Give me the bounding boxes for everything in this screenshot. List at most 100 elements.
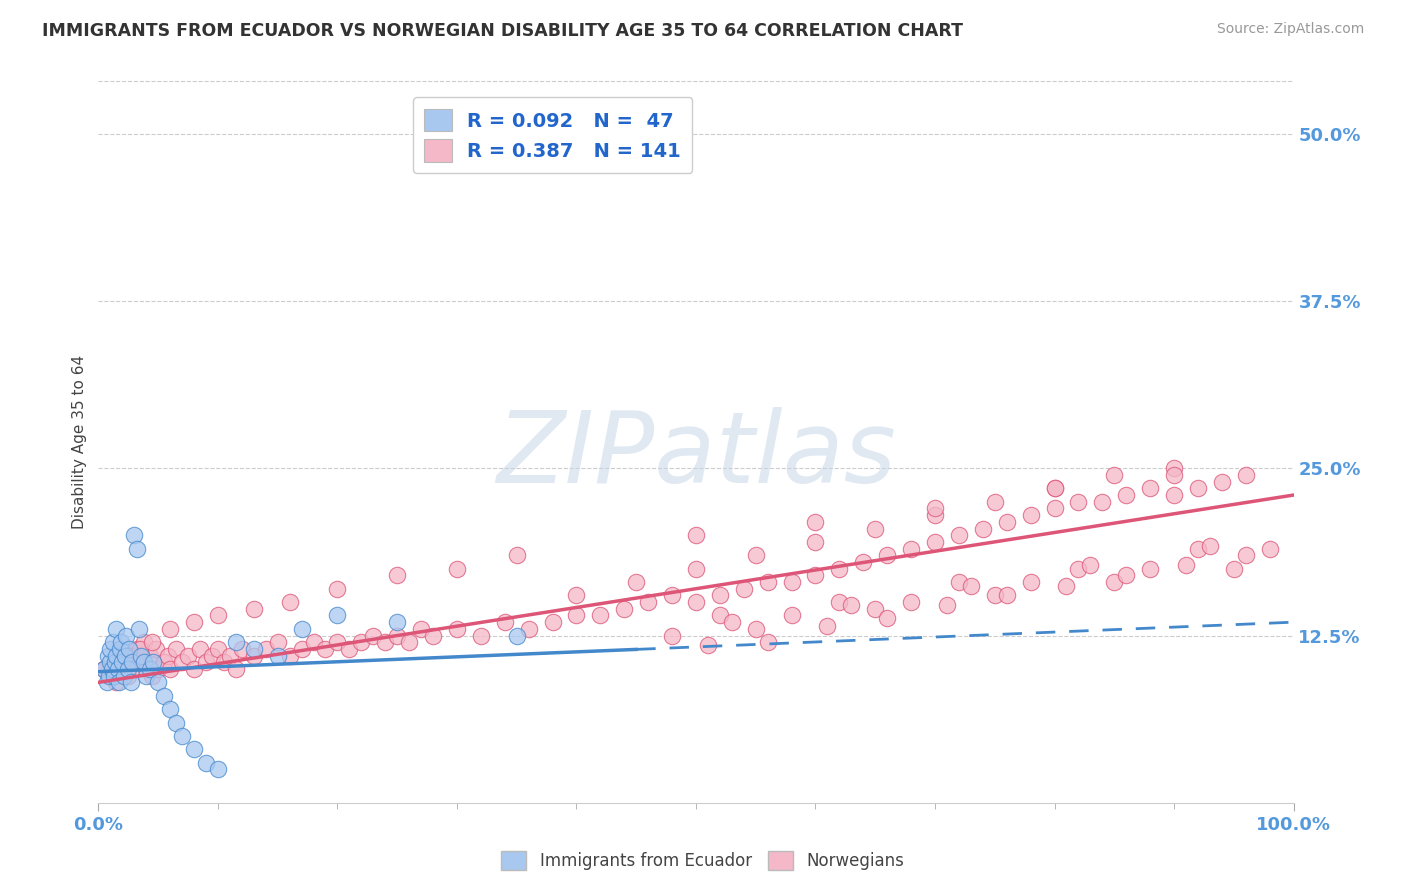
Text: Source: ZipAtlas.com: Source: ZipAtlas.com [1216, 22, 1364, 37]
Point [243, 602, 266, 616]
Text: ZIPatlas: ZIPatlas [496, 408, 896, 505]
Point [733, 582, 755, 596]
Point [326, 582, 349, 596]
Point [120, 675, 142, 690]
Point [100, 662, 122, 676]
Point [278, 648, 301, 663]
Point [139, 662, 162, 676]
Point [815, 619, 838, 633]
Point [398, 635, 420, 649]
Point [565, 608, 588, 623]
Point [924, 534, 946, 549]
Point [97, 648, 120, 663]
Point [745, 548, 768, 563]
Point [117, 648, 139, 663]
Point [972, 521, 994, 535]
Point [948, 575, 970, 590]
Point [446, 562, 468, 576]
Point [924, 508, 946, 523]
Point [104, 655, 127, 669]
Point [900, 541, 922, 556]
Point [1163, 467, 1185, 482]
Point [876, 611, 898, 625]
Point [411, 622, 433, 636]
Point [1211, 475, 1233, 489]
Point [125, 541, 148, 556]
Point [188, 642, 211, 657]
Point [1187, 541, 1209, 556]
Point [291, 622, 314, 636]
Point [183, 742, 205, 756]
Point [1104, 575, 1126, 590]
Point [1199, 539, 1222, 553]
Point [1056, 579, 1078, 593]
Point [589, 608, 612, 623]
Point [948, 528, 970, 542]
Point [841, 598, 863, 612]
Point [132, 655, 155, 669]
Point [302, 635, 325, 649]
Point [195, 655, 218, 669]
Point [278, 595, 301, 609]
Point [291, 642, 314, 657]
Point [804, 515, 827, 529]
Point [852, 555, 875, 569]
Point [1175, 558, 1198, 572]
Point [114, 648, 136, 663]
Point [129, 655, 152, 669]
Point [93, 662, 115, 676]
Point [103, 669, 125, 683]
Point [172, 655, 194, 669]
Point [1104, 467, 1126, 482]
Point [207, 608, 229, 623]
Point [124, 528, 146, 542]
Point [1067, 494, 1090, 508]
Point [363, 628, 385, 642]
Point [721, 615, 744, 630]
Point [118, 642, 141, 657]
Point [1139, 562, 1161, 576]
Point [446, 622, 468, 636]
Point [422, 628, 444, 642]
Point [385, 615, 409, 630]
Point [565, 589, 588, 603]
Point [98, 655, 122, 669]
Point [148, 675, 170, 690]
Point [326, 608, 349, 623]
Point [165, 642, 187, 657]
Point [132, 635, 155, 649]
Point [637, 595, 659, 609]
Point [326, 635, 349, 649]
Point [876, 548, 898, 563]
Point [183, 662, 205, 676]
Point [385, 628, 409, 642]
Point [98, 669, 121, 683]
Point [108, 642, 131, 657]
Point [494, 615, 516, 630]
Legend: R = 0.092   N =  47, R = 0.387   N = 141: R = 0.092 N = 47, R = 0.387 N = 141 [412, 97, 693, 173]
Point [107, 662, 129, 676]
Point [125, 642, 148, 657]
Point [685, 562, 707, 576]
Point [112, 669, 135, 683]
Point [517, 622, 540, 636]
Point [156, 648, 179, 663]
Point [865, 602, 887, 616]
Point [1163, 461, 1185, 475]
Point [1091, 494, 1114, 508]
Point [219, 648, 242, 663]
Point [960, 579, 983, 593]
Point [105, 622, 128, 636]
Legend: Immigrants from Ecuador, Norwegians: Immigrants from Ecuador, Norwegians [495, 844, 911, 877]
Point [115, 628, 138, 642]
Point [142, 655, 165, 669]
Point [124, 662, 146, 676]
Point [159, 702, 181, 716]
Point [780, 575, 803, 590]
Point [1258, 541, 1281, 556]
Point [121, 655, 143, 669]
Point [267, 635, 290, 649]
Point [661, 589, 683, 603]
Point [1019, 575, 1042, 590]
Point [121, 648, 143, 663]
